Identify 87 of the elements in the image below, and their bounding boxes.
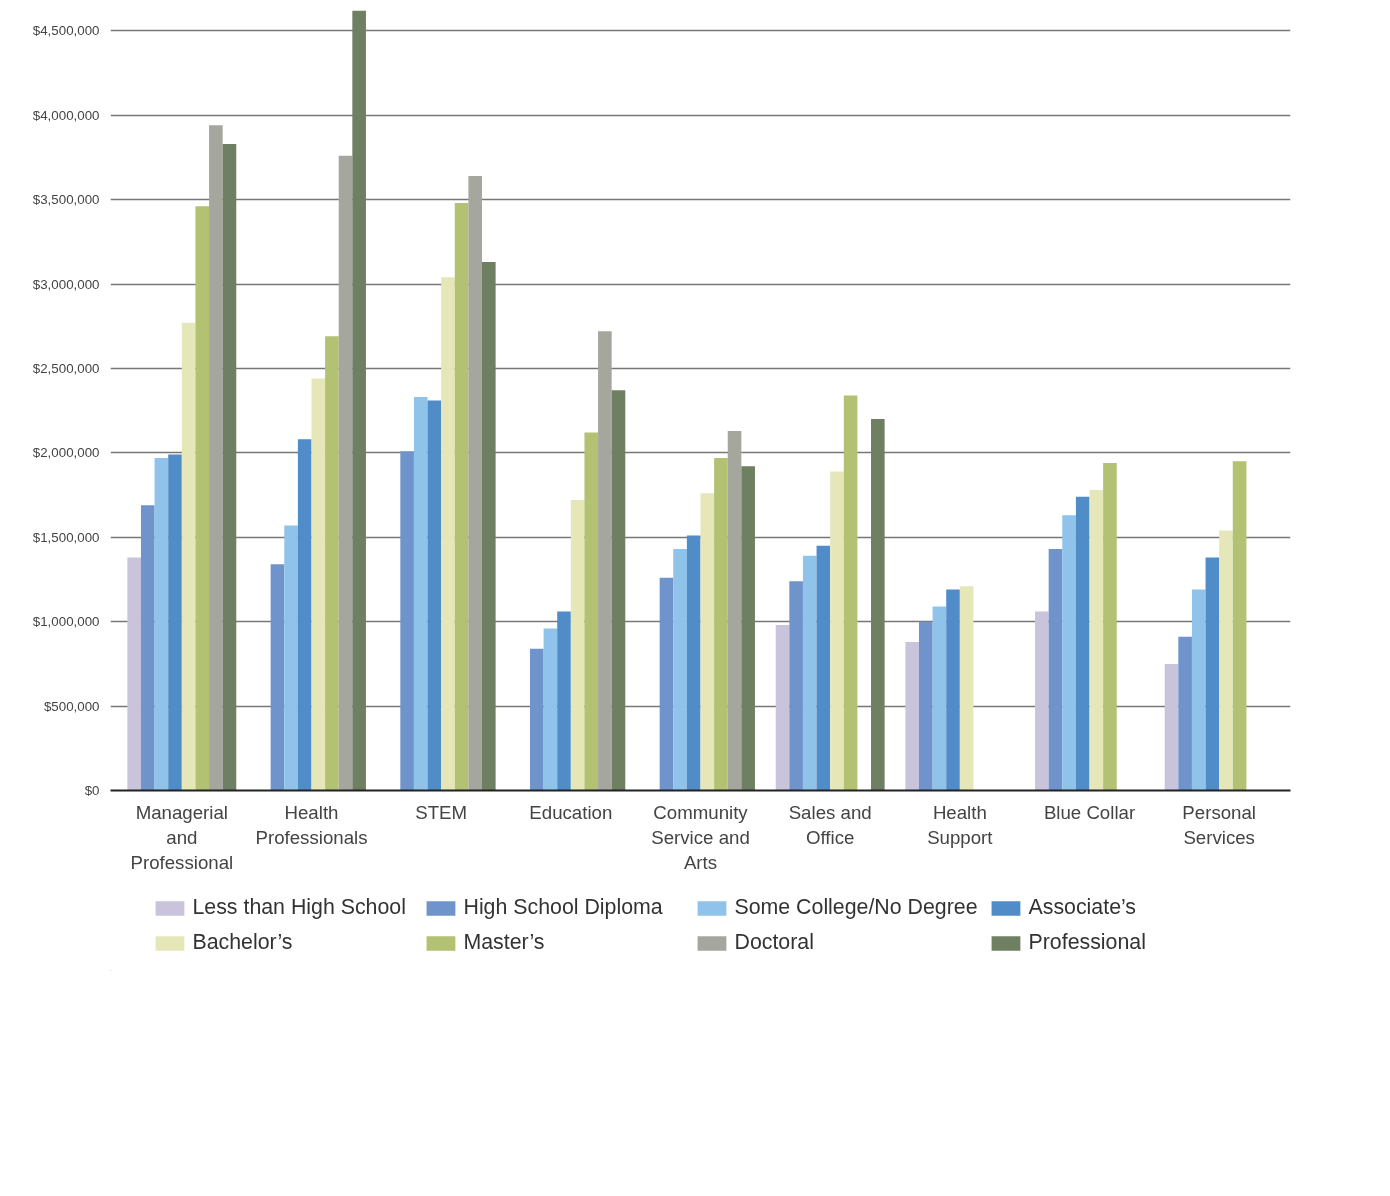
bar <box>659 577 674 791</box>
bar <box>338 155 353 791</box>
bar <box>1232 461 1247 791</box>
x-tick-label: Health Support <box>927 801 994 848</box>
bar <box>284 525 298 791</box>
y-tick-label: $3,500,000 <box>32 192 100 208</box>
x-tick-label: Personal Services <box>1182 801 1257 848</box>
legend-label: Less than High School <box>192 895 407 920</box>
bar <box>1048 549 1063 791</box>
x-tick-label: Health Professionals <box>255 801 368 848</box>
bar <box>789 581 803 791</box>
x-tick-label: STEM <box>415 801 468 823</box>
bar <box>209 125 223 791</box>
y-tick-label: $4,000,000 <box>32 107 100 123</box>
bar <box>311 378 326 791</box>
bar <box>932 606 947 791</box>
bar <box>127 557 141 791</box>
bar <box>570 500 585 791</box>
x-tick-label: Sales and Office <box>788 801 872 848</box>
bar <box>905 641 919 791</box>
bar <box>1219 530 1233 791</box>
bar <box>686 535 701 791</box>
bar <box>802 555 817 791</box>
bar <box>584 432 599 791</box>
bar <box>1178 636 1192 791</box>
bar <box>529 648 544 791</box>
bar <box>557 611 571 791</box>
bar <box>816 545 831 791</box>
bar <box>611 390 626 791</box>
bar <box>181 322 196 791</box>
legend-label: Professional <box>1028 930 1147 955</box>
bar <box>325 336 339 791</box>
bar <box>454 202 469 791</box>
y-tick-label: $1,500,000 <box>32 529 100 545</box>
bar <box>959 586 974 791</box>
bar <box>843 395 858 791</box>
y-tick-label: $0 <box>84 783 100 798</box>
bar <box>468 175 483 791</box>
bar <box>1191 589 1206 791</box>
y-tick-label: $500,000 <box>43 698 100 714</box>
legend-label: Bachelor’s <box>192 930 294 955</box>
bar <box>168 454 182 791</box>
bar <box>871 419 885 791</box>
bar <box>1164 663 1179 791</box>
bar <box>830 471 844 791</box>
bar <box>543 628 558 791</box>
bar <box>1075 496 1090 791</box>
legend-label: Doctoral <box>734 930 815 955</box>
bar <box>482 262 496 791</box>
bar <box>413 397 428 791</box>
bar <box>1103 462 1117 791</box>
bar <box>352 10 366 791</box>
bar <box>598 331 612 791</box>
bar <box>714 457 728 791</box>
bar <box>270 564 285 791</box>
bar <box>400 451 414 791</box>
legend-label: Associate’s <box>1028 895 1137 920</box>
y-tick-label: $2,500,000 <box>32 360 100 376</box>
bar <box>441 277 455 791</box>
bar <box>775 625 790 791</box>
bar <box>741 466 755 791</box>
bar <box>1062 515 1076 791</box>
bar <box>297 439 312 791</box>
bar <box>1089 489 1104 791</box>
x-tick-label: Education <box>529 801 613 823</box>
bar <box>195 206 210 791</box>
bar <box>700 493 715 791</box>
y-tick-label: $2,000,000 <box>32 445 100 461</box>
x-tick-label: Community Service and Arts <box>651 801 750 873</box>
bar <box>140 505 155 791</box>
y-tick-label: $3,000,000 <box>32 276 100 292</box>
legend-label: High School Diploma <box>463 895 664 920</box>
bar <box>222 143 237 791</box>
bar <box>1035 611 1049 791</box>
bar <box>727 430 742 791</box>
bar <box>427 400 442 791</box>
x-tick-label: Blue Collar <box>1043 801 1136 823</box>
y-tick-label: $4,500,000 <box>32 23 100 39</box>
legend-label: Master’s <box>463 930 546 955</box>
bar <box>1205 557 1220 791</box>
bar <box>673 549 687 791</box>
bar <box>946 589 960 791</box>
y-tick-label: $1,000,000 <box>32 614 100 630</box>
x-tick-label: Managerial and Professional <box>130 801 234 873</box>
bar <box>918 621 933 791</box>
bar <box>154 457 169 791</box>
legend-label: Some College/No Degree <box>734 895 978 920</box>
